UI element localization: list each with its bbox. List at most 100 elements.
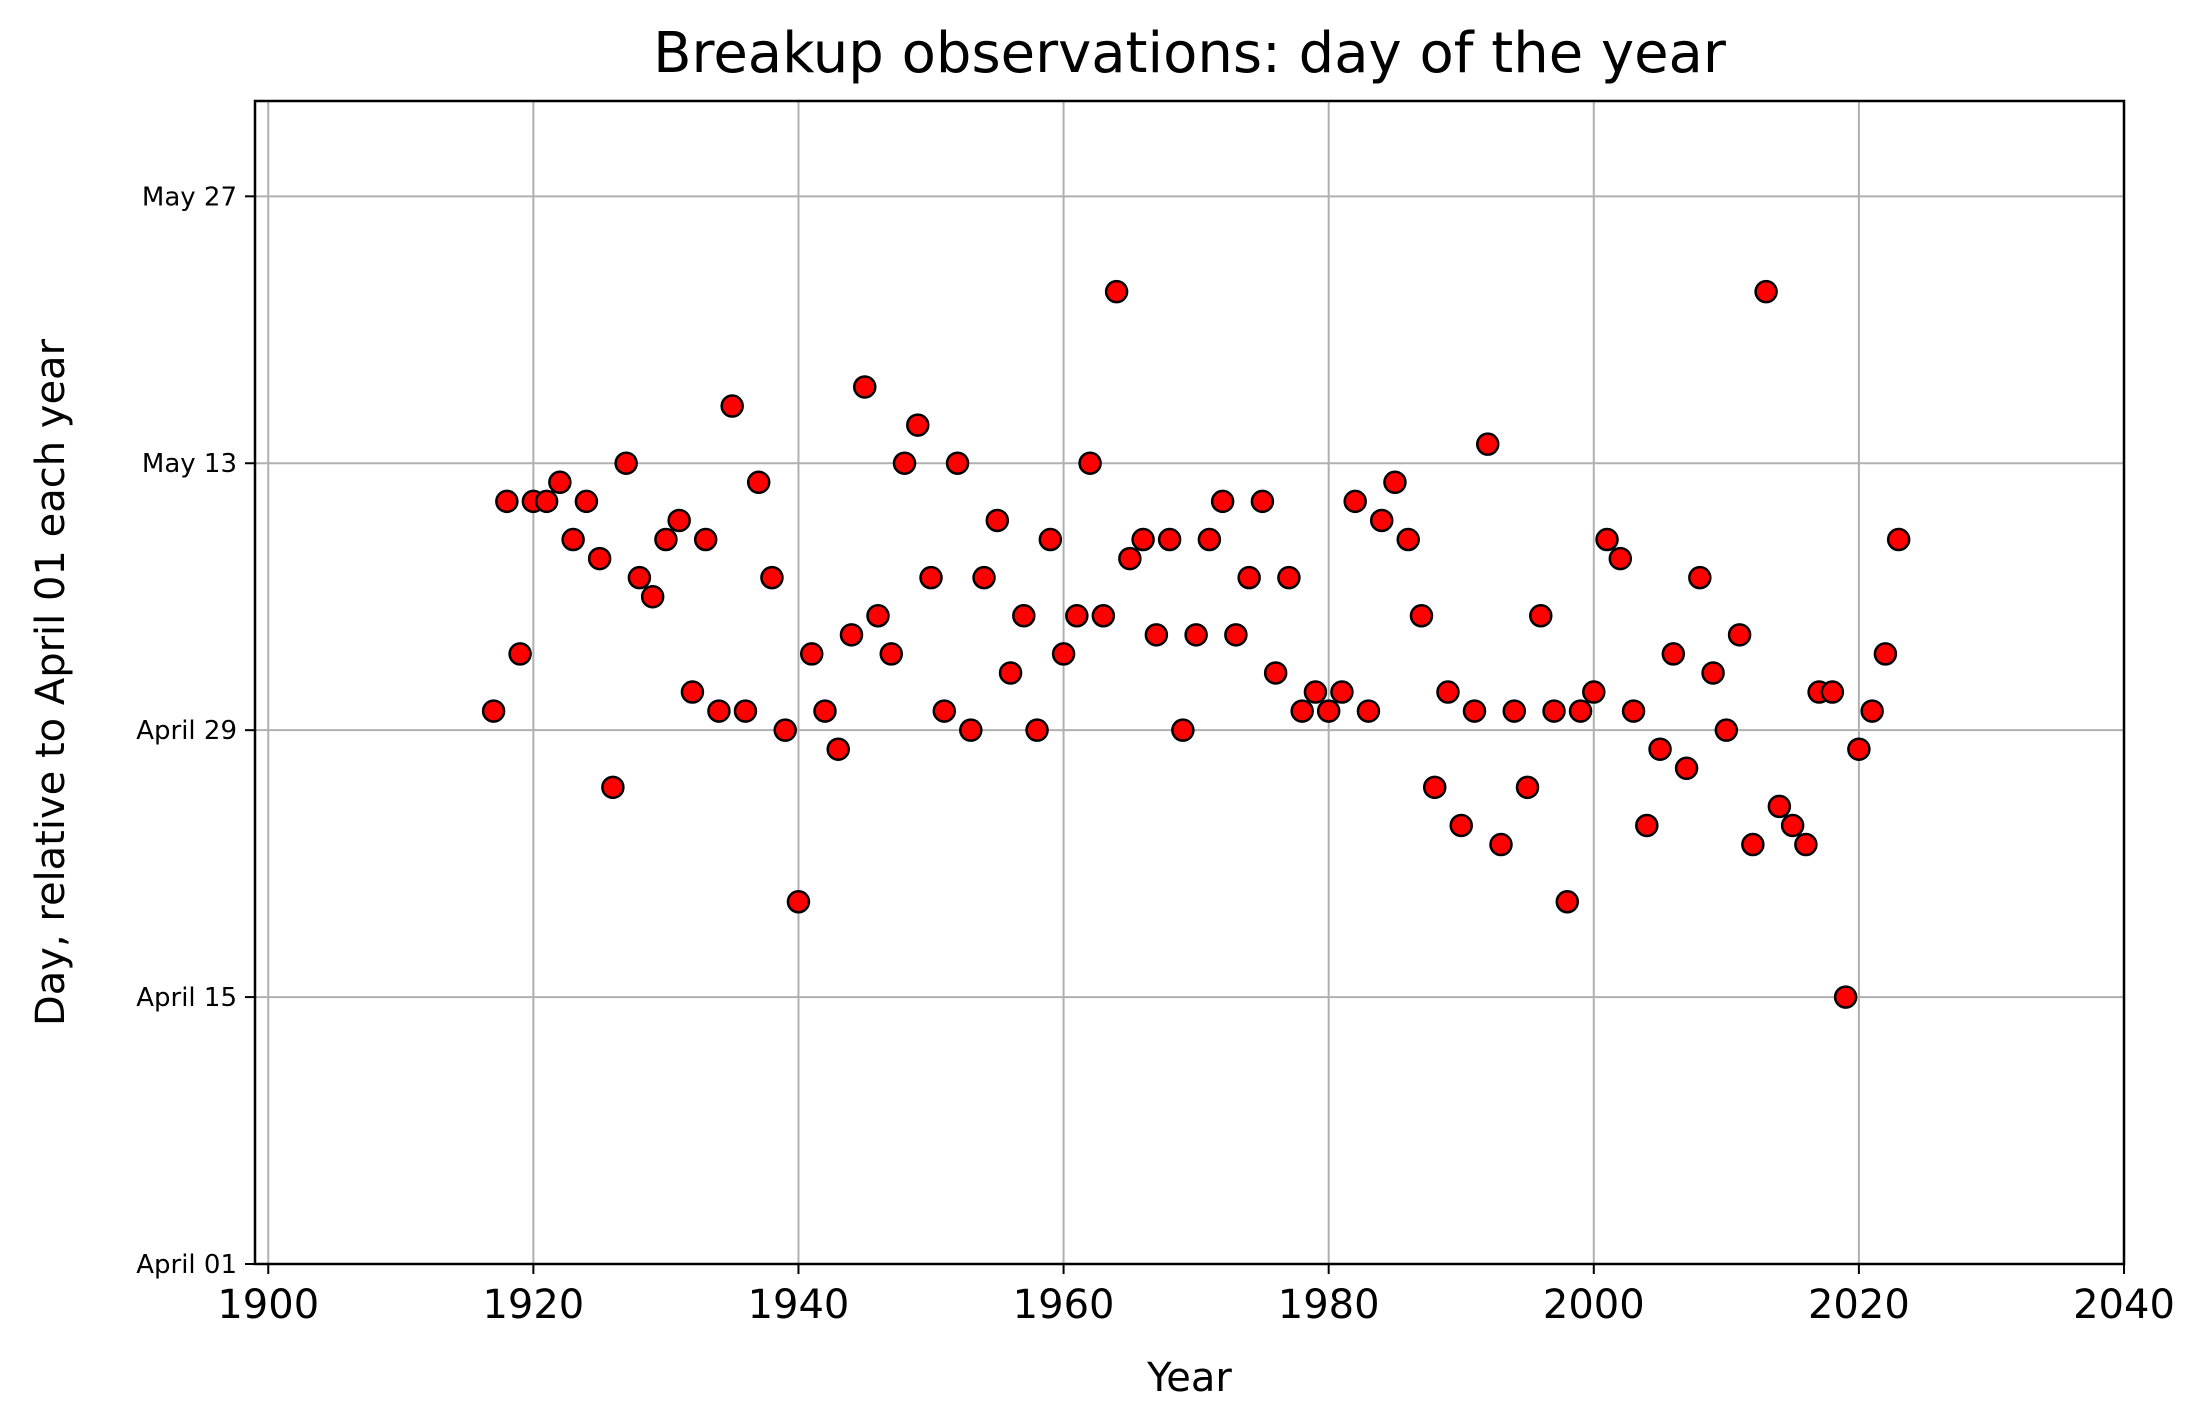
- data-point: [932, 699, 957, 723]
- data-point: [972, 565, 996, 590]
- x-axis-label: Year: [1146, 1355, 1232, 1401]
- data-point: [1383, 470, 1407, 495]
- data-point: [1277, 565, 1301, 590]
- data-point: [1741, 832, 1765, 857]
- data-point: [1714, 718, 1739, 742]
- x-tick-label: 1980: [1278, 1282, 1380, 1328]
- data-point: [654, 527, 678, 552]
- y-axis-label: Day, relative to April 01 each year: [28, 338, 74, 1026]
- data-point: [959, 718, 983, 742]
- data-point: [1330, 680, 1354, 704]
- data-point: [1263, 661, 1288, 685]
- data-point: [1157, 527, 1182, 552]
- data-point: [548, 470, 572, 495]
- data-point: [826, 737, 850, 761]
- data-points: [481, 279, 1911, 1009]
- data-point: [1475, 432, 1500, 456]
- data-point: [839, 623, 864, 647]
- data-point: [1515, 775, 1540, 800]
- data-point: [587, 546, 612, 571]
- data-point: [746, 470, 771, 495]
- data-point: [852, 375, 877, 399]
- data-point: [919, 565, 943, 590]
- data-point: [773, 718, 797, 742]
- data-point: [1462, 699, 1487, 723]
- data-point: [1582, 680, 1606, 704]
- data-point: [1833, 985, 1858, 1009]
- x-tick-label: 1900: [217, 1282, 319, 1328]
- data-point: [799, 642, 824, 666]
- data-point: [1051, 642, 1076, 666]
- data-point: [1635, 813, 1659, 838]
- data-point: [1529, 604, 1553, 628]
- data-point: [879, 642, 904, 666]
- data-point: [1303, 680, 1328, 704]
- data-point: [892, 451, 917, 475]
- data-point: [508, 642, 532, 666]
- plot-frame: [253, 99, 2126, 1266]
- data-point: [1025, 718, 1049, 742]
- data-point: [1661, 642, 1686, 666]
- data-point: [1356, 699, 1381, 723]
- data-point: [707, 699, 731, 723]
- axis-ticks: 1900 1920 1940 1960 1980 2000 2020 2040 April 01…: [136, 182, 2175, 1328]
- data-point: [561, 527, 585, 552]
- data-point: [1091, 604, 1116, 628]
- data-point: [1065, 604, 1089, 628]
- data-point: [1701, 661, 1725, 685]
- data-point: [1316, 699, 1341, 723]
- data-point: [760, 565, 784, 590]
- data-point: [1847, 737, 1871, 761]
- data-point: [1754, 279, 1778, 304]
- data-point: [1197, 527, 1222, 552]
- data-point: [1794, 832, 1818, 857]
- data-point: [866, 604, 890, 628]
- data-point: [1608, 546, 1633, 571]
- data-point: [495, 489, 519, 514]
- data-point: [1542, 699, 1566, 723]
- data-point: [1860, 699, 1884, 723]
- data-point: [1873, 642, 1898, 666]
- data-point: [998, 661, 1023, 685]
- data-point: [1688, 565, 1712, 590]
- data-point: [1767, 794, 1792, 819]
- x-tick-label: 1940: [748, 1282, 850, 1328]
- data-point: [1449, 813, 1473, 838]
- data-point: [1780, 813, 1805, 838]
- data-point: [1038, 527, 1063, 552]
- data-point: [786, 890, 811, 914]
- data-point: [1144, 623, 1169, 647]
- data-point: [1104, 279, 1129, 304]
- y-tick-label: April 15: [136, 983, 237, 1013]
- data-point: [534, 489, 559, 514]
- y-tick-label: May 13: [142, 449, 237, 479]
- data-point: [1237, 565, 1261, 590]
- data-point: [1369, 508, 1394, 533]
- x-tick-label: 2040: [2073, 1282, 2175, 1328]
- data-point: [720, 394, 744, 418]
- data-point: [906, 413, 930, 437]
- data-point: [1555, 890, 1580, 914]
- x-tick-label: 2020: [1808, 1282, 1910, 1328]
- data-point: [601, 775, 625, 800]
- data-point: [945, 451, 970, 475]
- data-point: [1290, 699, 1314, 723]
- data-point: [1436, 680, 1460, 704]
- data-point: [733, 699, 758, 723]
- y-tick-label: May 27: [142, 182, 237, 212]
- data-point: [1727, 623, 1752, 647]
- data-point: [574, 489, 599, 514]
- data-point: [1648, 737, 1672, 761]
- data-point: [627, 565, 652, 590]
- x-tick-label: 1920: [482, 1282, 584, 1328]
- x-tick-label: 1960: [1013, 1282, 1115, 1328]
- x-tick-label: 2000: [1543, 1282, 1645, 1328]
- data-point: [813, 699, 837, 723]
- data-point: [640, 584, 665, 609]
- data-point: [1343, 489, 1367, 514]
- data-point: [693, 527, 718, 552]
- data-point: [1595, 527, 1619, 552]
- data-point: [481, 699, 506, 723]
